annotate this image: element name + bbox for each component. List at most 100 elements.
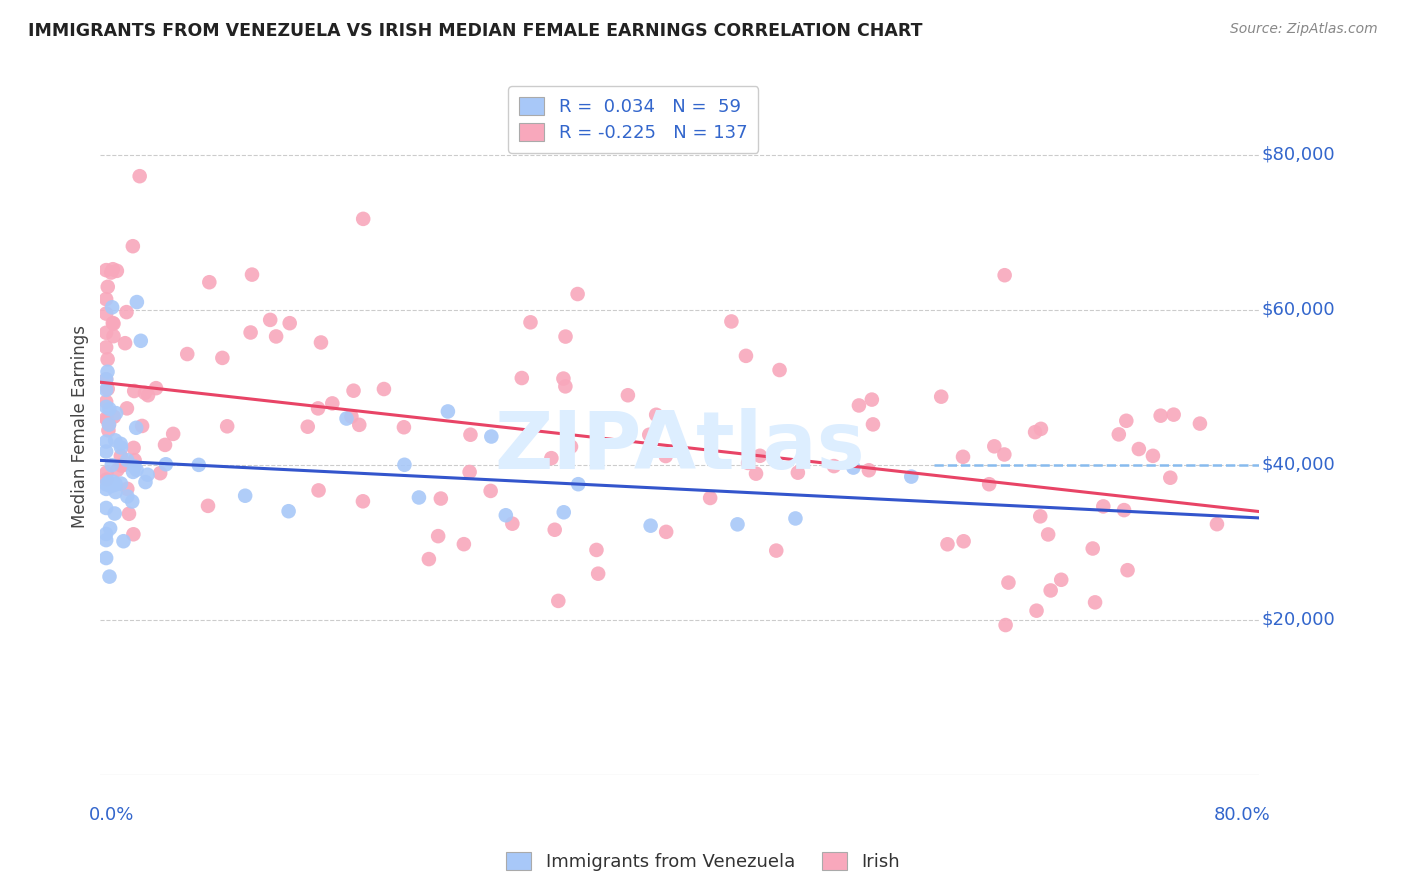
Text: $40,000: $40,000 bbox=[1261, 456, 1334, 474]
Point bbox=[585, 543, 607, 558]
Point bbox=[1029, 422, 1052, 436]
Point bbox=[94, 307, 117, 321]
Point bbox=[110, 476, 132, 491]
Point bbox=[198, 275, 221, 289]
Point bbox=[1024, 425, 1046, 439]
Point bbox=[105, 463, 128, 477]
Point bbox=[125, 463, 148, 477]
Point bbox=[187, 458, 209, 472]
Point bbox=[786, 466, 808, 480]
Point bbox=[1092, 500, 1115, 514]
Point bbox=[540, 451, 562, 466]
Point bbox=[727, 517, 749, 532]
Point bbox=[1084, 595, 1107, 609]
Point bbox=[149, 467, 172, 481]
Point bbox=[97, 475, 120, 489]
Point bbox=[134, 385, 156, 400]
Point bbox=[547, 594, 569, 608]
Point bbox=[240, 268, 263, 282]
Point bbox=[103, 409, 125, 424]
Point bbox=[858, 463, 880, 477]
Point bbox=[510, 371, 533, 385]
Text: $60,000: $60,000 bbox=[1261, 301, 1334, 318]
Point bbox=[94, 434, 117, 449]
Point bbox=[115, 401, 138, 416]
Point bbox=[519, 315, 541, 329]
Point bbox=[720, 314, 742, 328]
Point bbox=[94, 411, 117, 425]
Point bbox=[94, 394, 117, 409]
Point bbox=[321, 396, 343, 410]
Point bbox=[96, 365, 118, 379]
Point bbox=[458, 465, 481, 479]
Point bbox=[97, 382, 120, 396]
Point bbox=[1029, 509, 1052, 524]
Point bbox=[136, 467, 159, 482]
Point bbox=[655, 524, 678, 539]
Point bbox=[1025, 604, 1047, 618]
Point bbox=[1188, 417, 1211, 431]
Point bbox=[349, 417, 371, 432]
Point bbox=[748, 449, 770, 463]
Point bbox=[1115, 414, 1137, 428]
Point bbox=[765, 543, 787, 558]
Point bbox=[617, 388, 640, 402]
Point bbox=[768, 363, 790, 377]
Point bbox=[104, 477, 127, 491]
Point bbox=[640, 518, 662, 533]
Point bbox=[100, 479, 122, 493]
Point bbox=[98, 417, 121, 432]
Point bbox=[544, 523, 567, 537]
Text: IMMIGRANTS FROM VENEZUELA VS IRISH MEDIAN FEMALE EARNINGS CORRELATION CHART: IMMIGRANTS FROM VENEZUELA VS IRISH MEDIA… bbox=[28, 22, 922, 40]
Point bbox=[929, 390, 952, 404]
Legend: R =  0.034   N =  59, R = -0.225   N = 137: R = 0.034 N = 59, R = -0.225 N = 137 bbox=[508, 87, 758, 153]
Point bbox=[197, 499, 219, 513]
Point bbox=[418, 552, 440, 566]
Point bbox=[101, 316, 124, 330]
Point bbox=[638, 427, 661, 442]
Point bbox=[103, 317, 125, 331]
Point bbox=[122, 384, 145, 398]
Point bbox=[125, 421, 148, 435]
Point bbox=[239, 326, 262, 340]
Point bbox=[745, 467, 768, 481]
Point bbox=[1050, 573, 1073, 587]
Point bbox=[860, 392, 883, 407]
Point bbox=[118, 507, 141, 521]
Point bbox=[122, 465, 145, 479]
Point bbox=[94, 263, 117, 277]
Point bbox=[560, 440, 582, 454]
Point bbox=[437, 404, 460, 418]
Text: $20,000: $20,000 bbox=[1261, 611, 1334, 629]
Point bbox=[94, 477, 117, 491]
Point bbox=[101, 475, 124, 489]
Point bbox=[94, 533, 117, 547]
Point bbox=[121, 494, 143, 508]
Point bbox=[153, 438, 176, 452]
Point bbox=[278, 316, 301, 330]
Point bbox=[94, 400, 117, 414]
Point bbox=[110, 437, 132, 451]
Point bbox=[297, 419, 319, 434]
Point bbox=[101, 262, 124, 277]
Text: 0.0%: 0.0% bbox=[89, 806, 134, 824]
Point bbox=[460, 427, 482, 442]
Point bbox=[131, 419, 153, 434]
Point bbox=[1081, 541, 1104, 556]
Point bbox=[114, 336, 136, 351]
Point bbox=[134, 475, 156, 489]
Point bbox=[842, 460, 865, 475]
Point bbox=[394, 458, 416, 472]
Point bbox=[735, 349, 758, 363]
Point bbox=[98, 401, 121, 416]
Point bbox=[97, 424, 120, 438]
Point bbox=[155, 457, 177, 471]
Point bbox=[479, 483, 502, 498]
Point bbox=[554, 379, 576, 393]
Point bbox=[94, 372, 117, 386]
Point bbox=[352, 211, 374, 226]
Point bbox=[408, 491, 430, 505]
Point bbox=[453, 537, 475, 551]
Point bbox=[259, 313, 281, 327]
Text: ZIPAtlas: ZIPAtlas bbox=[495, 408, 865, 486]
